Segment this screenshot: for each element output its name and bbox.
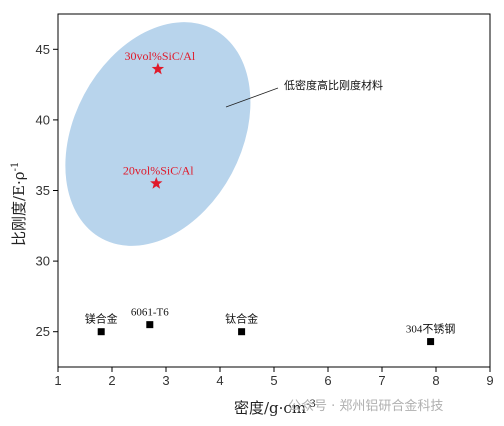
x-tick-label: 6 [324, 373, 331, 388]
x-axis-title: 密度/g·cm-3 [234, 399, 316, 417]
data-point [146, 321, 154, 329]
x-tick-label: 3 [162, 373, 169, 388]
x-tick-label: 7 [378, 373, 385, 388]
y-tick-label: 45 [36, 42, 50, 57]
x-tick-label: 8 [432, 373, 439, 388]
annotation-leader-line [225, 87, 279, 108]
data-point [97, 328, 105, 336]
x-tick-label: 5 [270, 373, 277, 388]
point-label: 钛合金 [225, 312, 258, 326]
y-tick-label: 30 [36, 254, 50, 269]
x-tick-label: 1 [54, 373, 61, 388]
watermark: 公众号 · 郑州铝研合金科技 [288, 398, 443, 414]
y-tick-label: 40 [36, 112, 50, 127]
region-annotation: 低密度高比刚度材料 [284, 78, 383, 92]
y-axis: 25 30 35 40 45 [36, 42, 58, 339]
x-axis: 1 2 3 4 5 6 7 8 9 [54, 367, 494, 388]
point-label: 304不锈钢 [406, 323, 456, 336]
x-tick-label: 4 [216, 373, 223, 388]
y-tick-label: 25 [36, 324, 50, 339]
composite-star [151, 62, 165, 75]
plot-area: 低密度高比刚度材料 镁合金 6061-T6 钛合金 304不锈钢 30vol%SiC/A… [36, 13, 494, 388]
y-axis-title: 比刚度/E·ρ-1 [10, 162, 28, 246]
data-marks: 镁合金 6061-T6 钛合金 304不锈钢 30vol%SiC/Al 20vol%SiC… [85, 49, 456, 346]
composite-star [150, 176, 163, 189]
low-density-region [65, 22, 251, 246]
x-tick-label: 9 [486, 373, 493, 388]
y-tick-label: 35 [36, 183, 50, 198]
composite-label: 20vol%SiC/Al [123, 163, 194, 177]
x-tick-label: 2 [108, 373, 115, 388]
point-label: 镁合金 [85, 312, 118, 326]
composite-label: 30vol%SiC/Al [125, 49, 196, 63]
data-point [427, 338, 435, 346]
point-label: 6061-T6 [131, 307, 169, 319]
data-point [238, 328, 246, 336]
